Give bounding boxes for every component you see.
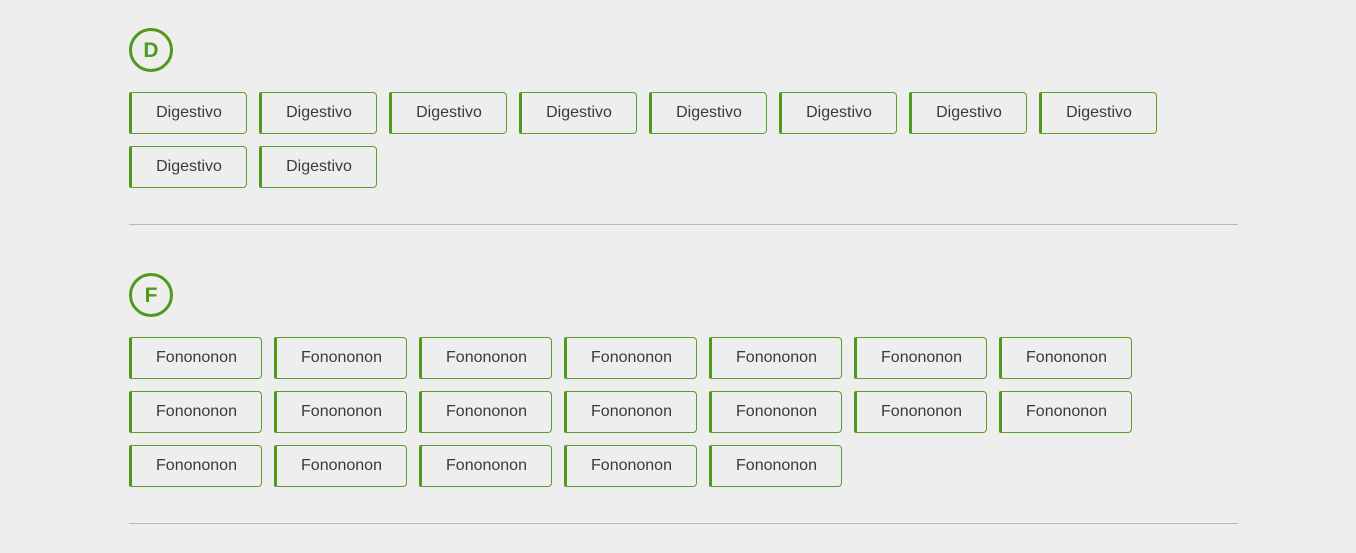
tag-button[interactable]: Digestivo xyxy=(519,92,637,134)
tag-button[interactable]: Fonononon xyxy=(564,391,697,433)
tag-button[interactable]: Fonononon xyxy=(854,391,987,433)
tag-button[interactable]: Digestivo xyxy=(129,146,247,188)
tag-button[interactable]: Digestivo xyxy=(389,92,507,134)
section-divider xyxy=(129,224,1238,225)
section-d: D Digestivo Digestivo Digestivo Digestiv… xyxy=(129,28,1238,188)
tag-grid-d: Digestivo Digestivo Digestivo Digestivo … xyxy=(129,92,1169,188)
tag-button[interactable]: Fonononon xyxy=(564,445,697,487)
tag-grid-f: Fonononon Fonononon Fonononon Fonononon … xyxy=(129,337,1149,487)
letter-badge-d: D xyxy=(129,28,173,72)
tag-button[interactable]: Digestivo xyxy=(649,92,767,134)
tag-button[interactable]: Fonononon xyxy=(564,337,697,379)
tag-button[interactable]: Fonononon xyxy=(419,445,552,487)
tag-button[interactable]: Fonononon xyxy=(274,337,407,379)
tag-button[interactable]: Digestivo xyxy=(779,92,897,134)
tag-button[interactable]: Fonononon xyxy=(709,445,842,487)
tag-button[interactable]: Fonononon xyxy=(419,391,552,433)
tag-button[interactable]: Fonononon xyxy=(129,391,262,433)
tag-button[interactable]: Fonononon xyxy=(274,391,407,433)
tag-button[interactable]: Fonononon xyxy=(999,391,1132,433)
tag-button[interactable]: Fonononon xyxy=(129,445,262,487)
tag-button[interactable]: Digestivo xyxy=(909,92,1027,134)
letter-badge-f: F xyxy=(129,273,173,317)
tag-button[interactable]: Fonononon xyxy=(129,337,262,379)
tag-button[interactable]: Fonononon xyxy=(709,391,842,433)
tag-button[interactable]: Digestivo xyxy=(1039,92,1157,134)
section-f: F Fonononon Fonononon Fonononon Fononono… xyxy=(129,273,1238,487)
tag-button[interactable]: Fonononon xyxy=(999,337,1132,379)
tag-button[interactable]: Fonononon xyxy=(709,337,842,379)
tag-button[interactable]: Fonononon xyxy=(854,337,987,379)
tag-button[interactable]: Fonononon xyxy=(419,337,552,379)
tag-button[interactable]: Fonononon xyxy=(274,445,407,487)
section-divider xyxy=(129,523,1238,524)
tag-button[interactable]: Digestivo xyxy=(129,92,247,134)
tag-button[interactable]: Digestivo xyxy=(259,92,377,134)
tag-button[interactable]: Digestivo xyxy=(259,146,377,188)
